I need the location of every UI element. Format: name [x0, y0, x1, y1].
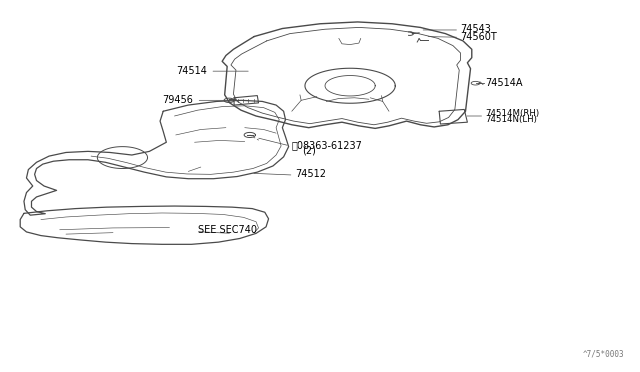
Text: 74514N(LH): 74514N(LH): [486, 115, 538, 124]
Text: 74543: 74543: [461, 23, 492, 33]
Text: ^7/5*0003: ^7/5*0003: [582, 349, 624, 358]
Text: 74512: 74512: [295, 169, 326, 179]
Text: 74560T: 74560T: [461, 32, 497, 42]
Text: 74514A: 74514A: [486, 78, 523, 88]
Text: 79456: 79456: [163, 95, 193, 105]
Text: (2): (2): [302, 145, 316, 155]
Text: 74514: 74514: [176, 66, 207, 76]
Text: 倈08363-61237: 倈08363-61237: [292, 140, 363, 150]
Text: 74514M(RH): 74514M(RH): [486, 109, 540, 118]
Text: SEE SEC740: SEE SEC740: [198, 225, 257, 235]
